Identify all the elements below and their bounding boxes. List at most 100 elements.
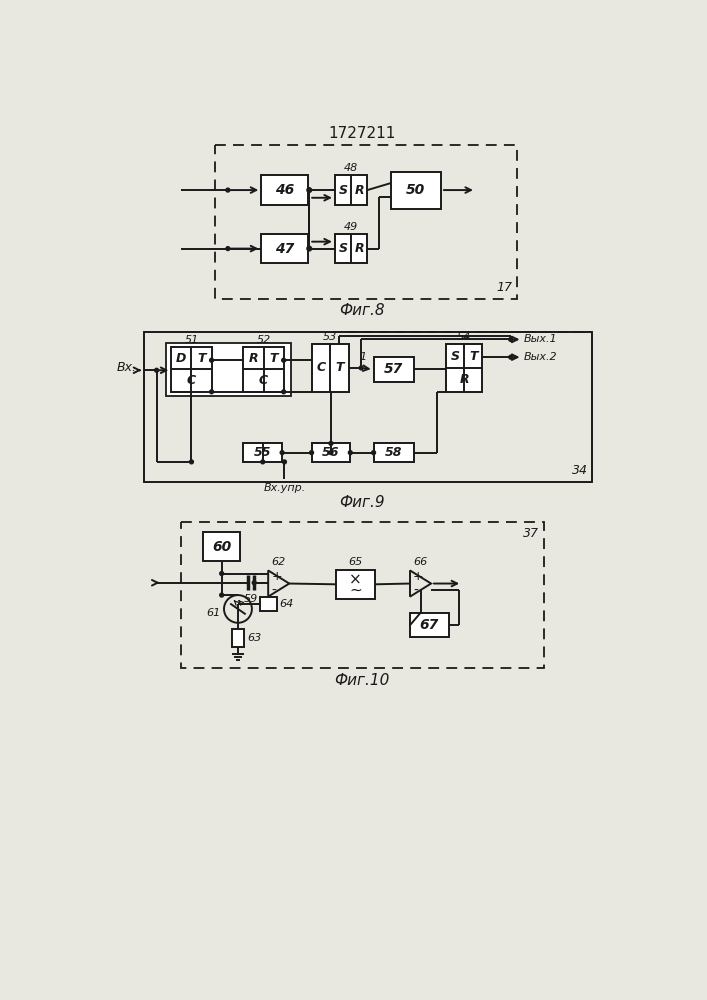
Circle shape (283, 460, 286, 464)
Text: 34: 34 (571, 464, 588, 477)
Text: Фиг.10: Фиг.10 (334, 673, 390, 688)
Text: 65: 65 (349, 557, 363, 567)
Circle shape (307, 188, 312, 192)
Bar (312, 443, 351, 462)
Text: 57: 57 (384, 362, 404, 376)
Text: -: - (413, 583, 418, 597)
Bar (261, 175, 308, 205)
Bar (373, 357, 414, 382)
Circle shape (280, 451, 284, 455)
Text: C: C (316, 361, 325, 374)
Circle shape (252, 581, 256, 585)
Text: R: R (354, 184, 364, 197)
Text: Фиг.9: Фиг.9 (339, 495, 385, 510)
Text: 1727211: 1727211 (328, 126, 396, 141)
Text: 51: 51 (185, 335, 199, 345)
Bar (215, 145, 517, 299)
Text: T: T (269, 352, 278, 365)
Text: 54: 54 (457, 332, 472, 342)
Text: 64: 64 (279, 599, 293, 609)
Circle shape (372, 451, 375, 455)
Circle shape (281, 390, 286, 394)
Text: -: - (271, 583, 276, 597)
Circle shape (210, 390, 214, 394)
Text: 55: 55 (254, 446, 271, 459)
Text: Вх.упр.: Вх.упр. (263, 483, 305, 493)
Text: 52: 52 (257, 335, 271, 345)
Text: 49: 49 (344, 222, 358, 232)
Text: Вх.: Вх. (117, 361, 136, 374)
Text: 59: 59 (244, 594, 258, 604)
Bar (335, 234, 368, 263)
Text: Фиг.8: Фиг.8 (339, 303, 385, 318)
Bar (261, 234, 308, 263)
Bar (446, 344, 482, 392)
Circle shape (349, 451, 352, 455)
Text: +: + (271, 570, 282, 583)
Text: R: R (460, 373, 469, 386)
Text: 48: 48 (344, 163, 358, 173)
Text: 37: 37 (523, 527, 539, 540)
Circle shape (226, 247, 230, 251)
Text: Вых.1: Вых.1 (524, 334, 558, 344)
Circle shape (220, 593, 223, 597)
Bar (410, 613, 449, 637)
Bar (312, 344, 349, 392)
Circle shape (329, 441, 333, 445)
Bar (243, 347, 284, 392)
Circle shape (189, 460, 194, 464)
Circle shape (307, 246, 312, 251)
Text: +: + (413, 570, 423, 583)
Circle shape (155, 368, 158, 372)
Bar (144, 332, 592, 482)
Text: 61: 61 (206, 608, 221, 618)
Text: Вых.2: Вых.2 (524, 352, 558, 362)
Text: S: S (339, 242, 347, 255)
Bar (335, 175, 368, 205)
Circle shape (220, 572, 223, 575)
Text: 58: 58 (385, 446, 402, 459)
Text: R: R (249, 352, 258, 365)
Text: 62: 62 (271, 557, 286, 567)
Text: 46: 46 (275, 183, 294, 197)
Text: T: T (469, 350, 477, 363)
Bar (391, 172, 441, 209)
Text: 17: 17 (496, 281, 513, 294)
Text: S: S (451, 350, 460, 363)
Circle shape (261, 460, 264, 464)
Circle shape (509, 338, 513, 341)
Bar (243, 443, 282, 462)
Text: T: T (335, 361, 344, 374)
Circle shape (359, 366, 363, 370)
Bar (232, 629, 244, 647)
Text: 53: 53 (323, 332, 337, 342)
Bar (337, 570, 375, 599)
Circle shape (281, 358, 286, 362)
Text: ∼: ∼ (349, 582, 362, 597)
Circle shape (310, 451, 313, 455)
Text: ×: × (349, 572, 362, 587)
Text: 47: 47 (275, 242, 294, 256)
Bar (203, 532, 240, 561)
Circle shape (509, 355, 513, 359)
Text: 1: 1 (359, 352, 366, 362)
Text: 50: 50 (407, 183, 426, 197)
Text: C: C (259, 374, 268, 387)
Bar (259, 597, 276, 611)
Text: 60: 60 (212, 540, 231, 554)
Text: 63: 63 (247, 633, 262, 643)
Bar (182, 522, 544, 668)
Bar (373, 443, 414, 462)
Circle shape (210, 358, 214, 362)
Text: 56: 56 (322, 446, 339, 459)
Text: C: C (187, 374, 196, 387)
Bar (166, 343, 291, 396)
Text: 67: 67 (420, 618, 439, 632)
Circle shape (226, 188, 230, 192)
Text: R: R (354, 242, 364, 255)
Text: 66: 66 (414, 557, 428, 567)
Text: D: D (176, 352, 187, 365)
Circle shape (329, 451, 333, 455)
Text: T: T (197, 352, 206, 365)
Text: S: S (339, 184, 347, 197)
